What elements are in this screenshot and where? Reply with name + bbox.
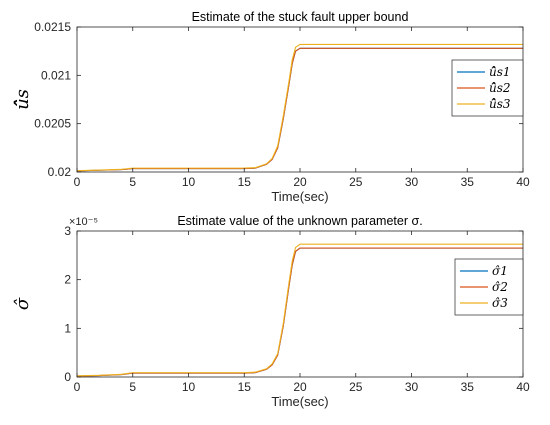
x-tick-label: 0	[74, 175, 81, 189]
subplot-1: 0 5 10 15 20 25 30 35 40 0.02 0.0205 0.021 0.0215 Est…	[12, 10, 530, 204]
plot-area	[77, 231, 523, 377]
x-axis-label: Time(sec)	[271, 394, 328, 409]
legend: σ̂1 σ̂2 σ̂3	[454, 258, 524, 316]
x-tick-label: 15	[238, 380, 252, 394]
plot-area	[77, 27, 523, 172]
x-tick-label: 10	[182, 175, 196, 189]
x-tick-label: 10	[182, 380, 196, 394]
y-tick-label: 0	[64, 370, 71, 384]
y-exponent-label: ×10⁻⁵	[69, 216, 98, 228]
chart-title: Estimate value of the unknown parameter …	[177, 214, 422, 228]
y-tick-label: 1	[64, 321, 71, 335]
x-tick-label: 40	[516, 175, 530, 189]
legend-label-3: σ̂3	[492, 296, 508, 310]
x-tick-label: 5	[129, 175, 136, 189]
x-tick-label: 20	[293, 380, 307, 394]
x-tick-label: 0	[74, 380, 81, 394]
x-tick-label: 25	[349, 175, 363, 189]
chart-title: Estimate of the stuck fault upper bound	[192, 10, 409, 24]
x-tick-label: 30	[405, 380, 419, 394]
y-axis-label: û̂s	[12, 89, 33, 110]
legend-label-3: û̂s3	[489, 97, 511, 111]
y-tick-label: 0.021	[41, 68, 71, 82]
y-tick-label: 0.02	[48, 165, 72, 179]
y-tick-label: 2	[64, 273, 71, 287]
legend-label-2: û̂s2	[489, 81, 511, 95]
y-tick-label: 0.0205	[34, 117, 71, 131]
x-axis-label: Time(sec)	[271, 189, 328, 204]
legend-label-1: û̂s1	[489, 65, 511, 79]
series-line-3	[76, 243, 523, 377]
x-tick-label: 15	[238, 175, 252, 189]
x-tick-label: 25	[349, 380, 363, 394]
y-axis-label: σ̂	[12, 297, 33, 310]
legend-label-2: σ̂2	[492, 280, 508, 294]
x-tick-label: 20	[293, 175, 307, 189]
x-tick-label: 30	[405, 175, 419, 189]
y-tick-label: 0.0215	[34, 20, 71, 34]
legend: û̂s1 û̂s2 û̂s3	[451, 59, 524, 117]
x-tick-label: 35	[461, 175, 475, 189]
y-tick-label: 3	[64, 224, 71, 238]
x-tick-label: 40	[516, 380, 530, 394]
x-tick-label: 35	[461, 380, 475, 394]
subplot-2: 0 5 10 15 20 25 30 35 40 0 1 2 3×10⁻⁵ Estimate value …	[12, 214, 530, 409]
x-tick-label: 5	[129, 380, 136, 394]
legend-label-1: σ̂1	[492, 264, 508, 278]
